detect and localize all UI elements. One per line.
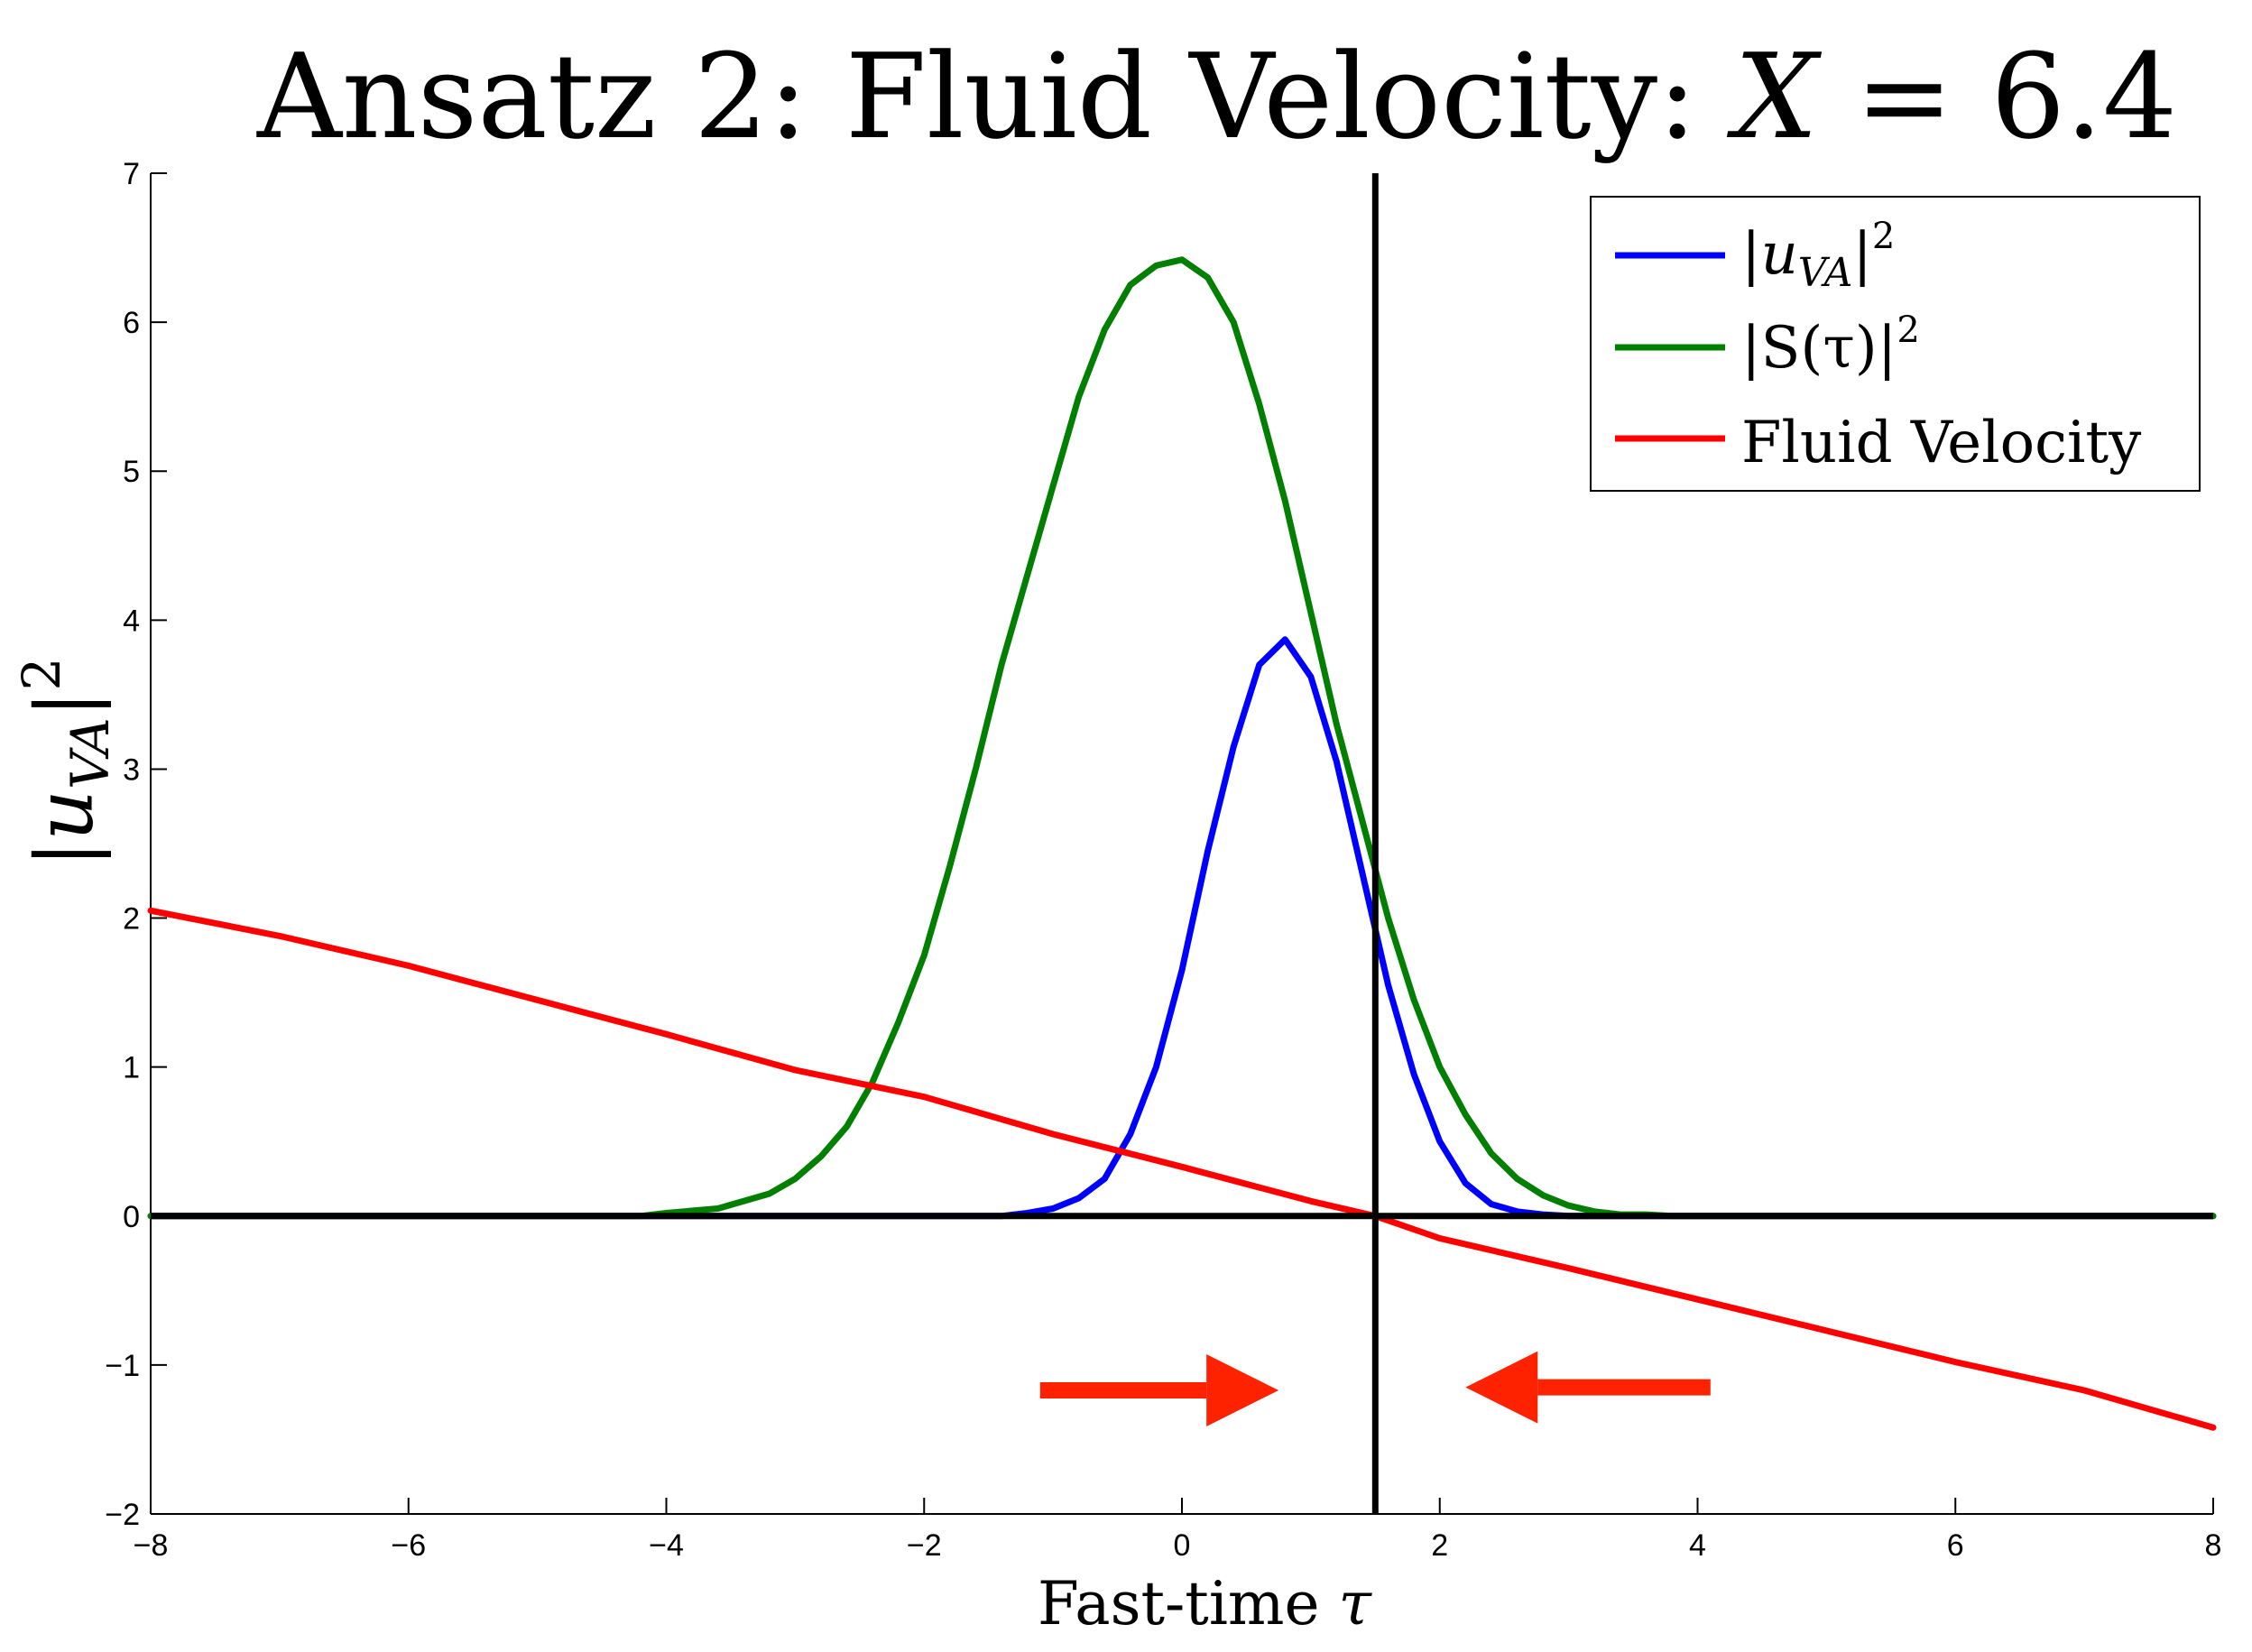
- legend-label-s-tau: |S(τ)|2: [1741, 309, 1920, 382]
- svg-text:|uVA|2: |uVA|2: [11, 658, 121, 868]
- reference-lines: [151, 173, 2213, 1514]
- x-tick-label: 2: [1431, 1528, 1448, 1563]
- x-axis-label: Fast-time τ: [1038, 1569, 1373, 1638]
- y-tick-label: 4: [123, 604, 140, 638]
- legend-label-fluid-velocity: Fluid Velocity: [1741, 410, 2141, 476]
- x-tick-label: −6: [391, 1528, 426, 1563]
- y-tick-label: 5: [123, 455, 140, 489]
- series-fluid-velocity-line: [147, 907, 2217, 1431]
- series-uva-line: [147, 636, 2217, 1220]
- x-tick-label: 6: [1947, 1528, 1964, 1563]
- y-tick-label: 2: [123, 902, 140, 937]
- series-s-tau-line: [147, 256, 2217, 1220]
- series-layer: [147, 256, 2217, 1431]
- x-tick-label: 8: [2205, 1528, 2222, 1563]
- legend-box: [1590, 196, 2201, 492]
- legend: |uVA|2 |S(τ)|2 Fluid Velocity: [1590, 196, 2201, 492]
- y-tick-label: −1: [105, 1349, 140, 1383]
- arrow-right-head: [1206, 1353, 1279, 1426]
- arrow-left-head: [1465, 1351, 1538, 1424]
- axis-ticks: −8 −6 −4 −2 0 2 4 6 8 −2 −1 0 1 2 3 4 5 6 7: [105, 157, 2221, 1563]
- annotation-arrows: [1039, 1351, 1711, 1426]
- y-tick-label: 6: [123, 306, 140, 340]
- y-tick-label: 1: [123, 1051, 140, 1085]
- y-tick-label: −2: [105, 1498, 140, 1532]
- legend-label-uva: |uVA|2: [1741, 216, 1895, 296]
- x-tick-label: 0: [1174, 1528, 1191, 1563]
- y-tick-label: 0: [123, 1200, 140, 1234]
- x-tick-label: −2: [907, 1528, 942, 1563]
- x-tick-label: −4: [649, 1528, 684, 1563]
- y-axis-label: |uVA|2: [11, 658, 121, 868]
- x-tick-label: −8: [134, 1528, 169, 1563]
- y-tick-label: 7: [123, 157, 140, 191]
- y-tick-label: 3: [123, 752, 140, 787]
- x-tick-label: 4: [1689, 1528, 1706, 1563]
- chart-title: Ansatz 2: Fluid Velocity: X = 6.4: [256, 28, 2177, 165]
